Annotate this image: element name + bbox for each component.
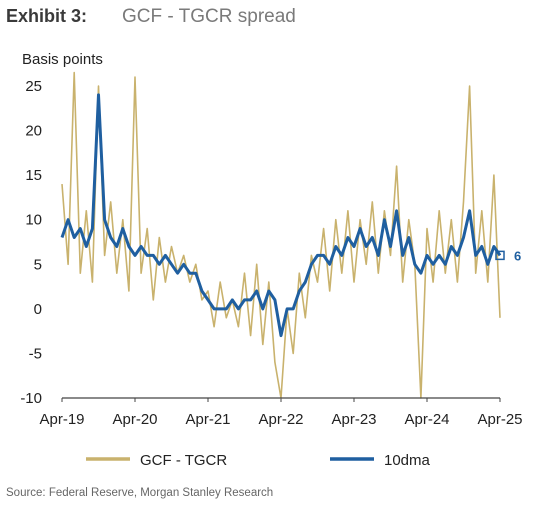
y-tick-label: 5 [34, 256, 42, 273]
x-tick-labels: Apr-19 Apr-20 Apr-21 Apr-22 Apr-23 Apr-24 Apr-… [39, 398, 523, 428]
y-tick-label: 0 [34, 301, 42, 318]
end-value-box [495, 250, 505, 261]
x-tick-label: Apr-21 [185, 411, 230, 428]
exhibit-label: Exhibit 3: [6, 6, 87, 26]
legend: GCF - TGCR 10dma [86, 452, 431, 469]
series-10dma [60, 93, 502, 338]
x-tick-label: Apr-23 [331, 411, 376, 428]
x-tick-label: Apr-24 [404, 411, 449, 428]
x-tick-label: Apr-20 [112, 411, 157, 428]
legend-label-10dma: 10dma [384, 452, 431, 469]
end-value-label: 6 [514, 248, 521, 263]
x-tick-label: Apr-22 [258, 411, 303, 428]
y-tick-label: -10 [20, 390, 42, 407]
y-tick-label: 25 [25, 78, 42, 95]
source-note: Source: Federal Reserve, Morgan Stanley … [6, 487, 273, 499]
y-tick-label: -5 [29, 345, 42, 362]
y-axis-label: Basis points [22, 51, 103, 68]
series-line-10dma [60, 93, 502, 338]
series-gcf-tgcr [61, 71, 501, 399]
y-tick-label: 10 [25, 212, 42, 229]
x-tick-label: Apr-19 [39, 411, 84, 428]
y-tick-label: 15 [25, 167, 42, 184]
x-tick-label: Apr-25 [477, 411, 522, 428]
legend-label-gcf: GCF - TGCR [140, 452, 227, 469]
series-line-gcf-tgcr [61, 71, 501, 399]
chart-title: GCF - TGCR spread [122, 6, 296, 27]
end-value-marker [495, 250, 505, 261]
y-tick-labels: 25 20 15 10 5 0 -5 -10 [20, 78, 42, 407]
y-tick-label: 20 [25, 123, 42, 140]
